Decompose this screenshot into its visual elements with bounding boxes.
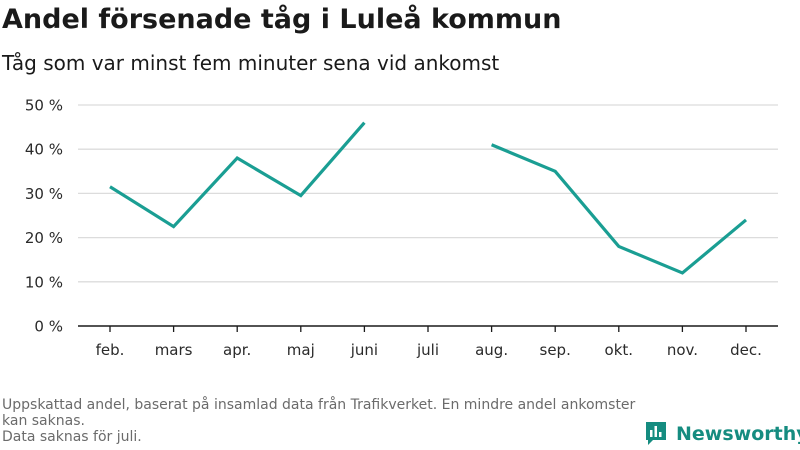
- x-tick-label: mars: [155, 341, 193, 359]
- y-tick-label: 10 %: [25, 273, 63, 291]
- y-tick-label: 0 %: [34, 318, 63, 336]
- gridlines: [78, 104, 778, 283]
- chart-title: Andel försenade tåg i Luleå kommun: [2, 4, 562, 35]
- x-axis: [78, 325, 778, 332]
- series-line-segment: [490, 143, 748, 275]
- y-tick-label: 40 %: [25, 141, 63, 159]
- newsworthy-logo[interactable]: Newsworthy: [644, 421, 800, 447]
- y-axis-labels: 0 % 10 % 20 % 30 % 40 % 50 %: [25, 97, 63, 336]
- footnote-missing-data: Data saknas för juli.: [2, 429, 142, 445]
- y-tick-label: 30 %: [25, 185, 63, 203]
- x-tick-label: apr.: [223, 341, 251, 359]
- footnote: Uppskattad andel, baserat på insamlad da…: [2, 397, 642, 445]
- x-tick-label: juli: [416, 341, 439, 359]
- x-tick-label: maj: [287, 341, 315, 359]
- x-tick-label: aug.: [475, 341, 508, 359]
- x-tick-label: sep.: [540, 341, 571, 359]
- x-tick-label: okt.: [605, 341, 634, 359]
- x-tick-label: juni: [350, 341, 378, 359]
- series-lines: [109, 121, 748, 275]
- bar-chart-badge-icon: [646, 422, 666, 445]
- chart-subtitle: Tåg som var minst fem minuter sena vid a…: [2, 51, 500, 75]
- series-line-segment: [109, 121, 366, 229]
- y-tick-label: 50 %: [25, 97, 63, 115]
- footnote-source: Uppskattad andel, baserat på insamlad da…: [2, 397, 636, 429]
- line-chart: 0 % 10 % 20 % 30 % 40 % 50 % feb. mars apr. maj j…: [25, 97, 778, 359]
- x-tick-label: dec.: [730, 341, 762, 359]
- x-tick-label: feb.: [96, 341, 125, 359]
- x-tick-label: nov.: [667, 341, 698, 359]
- x-axis-labels: feb. mars apr. maj juni juli aug. sep. okt. nov. d…: [96, 341, 762, 359]
- logo-text: Newsworthy: [676, 423, 800, 445]
- y-tick-label: 20 %: [25, 229, 63, 247]
